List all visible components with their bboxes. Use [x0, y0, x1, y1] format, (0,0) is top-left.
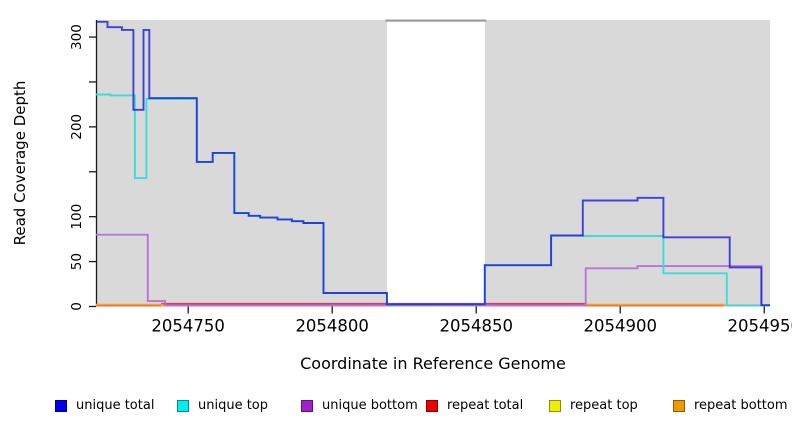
legend-swatch-repeat-bottom	[673, 399, 685, 412]
x-tick-label: 2054850	[439, 317, 513, 336]
legend-swatch-unique-top	[177, 399, 189, 412]
masked-region-top-border	[385, 19, 487, 22]
y-tick-label: 0	[69, 302, 85, 311]
legend-swatch-repeat-top	[549, 399, 561, 412]
legend-item-repeat-top: repeat top	[549, 398, 638, 413]
legend-swatch-repeat-total	[426, 399, 438, 412]
x-axis-title: Coordinate in Reference Genome	[300, 354, 566, 373]
y-tick-label: 50	[69, 253, 85, 270]
legend-label: unique top	[198, 398, 269, 413]
legend-item-unique-bottom: unique bottom	[301, 398, 418, 413]
x-tick-label: 2054900	[583, 317, 657, 336]
legend-item-repeat-total: repeat total	[426, 398, 523, 413]
x-tick-label: 2054800	[295, 317, 369, 336]
y-tick-label: 100	[69, 204, 85, 230]
legend-label: unique bottom	[322, 398, 418, 413]
y-axis-title: Read Coverage Depth	[11, 80, 29, 246]
legend-item-unique-top: unique top	[177, 398, 268, 413]
series-unique-total	[96, 20, 770, 307]
x-tick-label: 2054750	[151, 317, 225, 336]
legend-swatch-unique-total	[55, 399, 67, 412]
legend-label: unique total	[76, 398, 155, 413]
legend-swatch-unique-bottom	[301, 399, 313, 412]
legend-label: repeat top	[570, 398, 638, 413]
chart-legend: unique total unique top unique bottom repea…	[0, 398, 792, 424]
y-tick-label: 300	[69, 24, 85, 50]
legend-item-unique-total: unique total	[55, 398, 154, 413]
legend-label: repeat total	[447, 398, 524, 413]
masked-region	[386, 20, 485, 307]
legend-label: repeat bottom	[694, 398, 788, 413]
legend-item-repeat-bottom: repeat bottom	[673, 398, 788, 413]
y-tick-label: 200	[69, 114, 85, 140]
